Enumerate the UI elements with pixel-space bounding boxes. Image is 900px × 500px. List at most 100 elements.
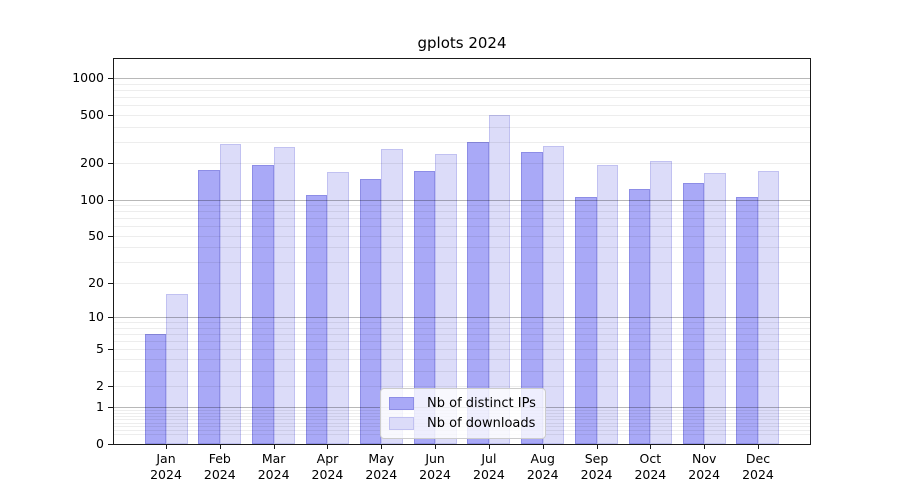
legend: Nb of distinct IPs Nb of downloads — [380, 388, 546, 439]
bar-downloads-may — [381, 149, 403, 444]
bar-downloads-jul — [488, 115, 511, 444]
y-tick-label: 0 — [96, 436, 104, 451]
minor-gridline — [114, 349, 810, 351]
y-tick-label: 500 — [80, 106, 104, 122]
x-tick-label: Oct 2024 — [634, 451, 667, 482]
y-tick-label: 2 — [96, 377, 104, 393]
bar-downloads-jan — [166, 294, 188, 444]
y-tick-mark — [108, 235, 113, 237]
chart-title: gplots 2024 — [417, 34, 507, 52]
x-tick-mark — [650, 445, 652, 449]
minor-gridline — [114, 262, 810, 264]
bar-downloads-dec — [757, 171, 780, 444]
minor-gridline — [114, 370, 810, 372]
bar-downloads-apr — [327, 172, 349, 444]
minor-gridline — [114, 247, 810, 249]
legend-label-distinct-ips: Nb of distinct IPs — [427, 396, 536, 411]
x-tick-mark — [381, 445, 383, 449]
y-tick-mark — [108, 317, 113, 319]
bar-distinct-ips-nov — [682, 182, 705, 444]
y-tick-label: 200 — [80, 155, 104, 171]
x-tick-mark — [273, 445, 275, 449]
bar-distinct-ips-dec — [736, 196, 758, 444]
bar-distinct-ips-jan — [144, 333, 166, 444]
y-tick-label: 5 — [96, 341, 104, 357]
y-tick-mark — [108, 407, 113, 409]
x-tick-label: Dec 2024 — [742, 451, 774, 482]
minor-gridline — [114, 235, 810, 237]
x-tick-label: Nov 2024 — [688, 451, 721, 482]
x-tick-mark — [219, 445, 221, 449]
minor-gridline — [114, 218, 810, 220]
minor-gridline — [114, 282, 810, 284]
bar-downloads-mar — [273, 147, 296, 444]
minor-gridline — [114, 385, 810, 387]
x-tick-mark — [166, 445, 167, 449]
x-tick-mark — [327, 445, 329, 449]
minor-gridline — [114, 226, 810, 228]
minor-gridline — [114, 90, 810, 92]
legend-swatch-downloads — [389, 417, 414, 430]
bar-distinct-ips-mar — [252, 164, 274, 444]
bar-distinct-ips-jul — [467, 141, 489, 444]
y-tick-label: 1 — [96, 399, 104, 415]
minor-gridline — [114, 340, 810, 342]
y-tick-label: 100 — [80, 191, 104, 207]
x-tick-mark — [488, 445, 490, 449]
y-tick-label: 10 — [88, 309, 104, 325]
y-tick-mark — [108, 78, 113, 80]
minor-gridline — [114, 327, 810, 329]
bar-distinct-ips-feb — [198, 170, 220, 444]
plot-area: Jan 2024 Feb 2024 Mar 2024 Apr 2024 May 2024 Jun 20… — [72, 58, 811, 482]
y-tick-mark — [108, 444, 113, 445]
minor-gridline — [114, 126, 810, 128]
y-tick-label: 50 — [88, 227, 104, 243]
legend-label-downloads: Nb of downloads — [427, 416, 536, 431]
x-tick-mark — [757, 445, 759, 449]
minor-gridline — [114, 333, 810, 335]
minor-gridline — [114, 211, 810, 213]
x-tick-label: Apr 2024 — [311, 451, 344, 482]
bar-downloads-feb — [219, 143, 242, 444]
bar-downloads-oct — [650, 160, 672, 444]
bar-distinct-ips-jun — [413, 171, 436, 444]
minor-gridline — [114, 358, 810, 360]
x-tick-label: Feb 2024 — [203, 451, 236, 482]
minor-gridline — [114, 105, 810, 107]
bar-distinct-ips-sep — [575, 196, 597, 444]
major-gridline — [114, 199, 810, 201]
x-tick-label: Jan 2024 — [150, 451, 182, 482]
minor-gridline — [114, 83, 810, 85]
y-tick-mark — [108, 282, 113, 284]
y-tick-mark — [108, 385, 113, 387]
y-tick-label: 20 — [88, 274, 104, 290]
x-tick-label: May 2024 — [365, 451, 398, 482]
bar-distinct-ips-may — [359, 179, 382, 444]
minor-gridline — [114, 205, 810, 207]
x-tick-mark — [542, 445, 544, 449]
major-gridline — [114, 78, 810, 80]
minor-gridline — [114, 163, 810, 165]
minor-gridline — [114, 322, 810, 324]
x-tick-mark — [704, 445, 706, 449]
bar-distinct-ips-oct — [628, 189, 651, 444]
major-gridline — [114, 317, 810, 319]
y-tick-mark — [108, 163, 113, 165]
x-tick-label: Jun 2024 — [419, 451, 451, 482]
x-tick-label: Aug 2024 — [526, 451, 559, 482]
bar-downloads-aug — [542, 145, 565, 444]
y-tick-label: 1000 — [72, 70, 104, 86]
x-tick-mark — [596, 445, 598, 449]
y-tick-mark — [108, 114, 113, 116]
y-tick-mark — [108, 199, 113, 201]
minor-gridline — [114, 97, 810, 99]
bar-downloads-sep — [596, 164, 619, 444]
minor-gridline — [114, 114, 810, 116]
x-tick-label: Jul 2024 — [473, 451, 505, 482]
x-tick-mark — [435, 445, 437, 449]
bar-distinct-ips-apr — [305, 194, 328, 444]
x-tick-label: Sep 2024 — [580, 451, 613, 482]
bar-downloads-nov — [704, 172, 726, 444]
minor-gridline — [114, 141, 810, 143]
